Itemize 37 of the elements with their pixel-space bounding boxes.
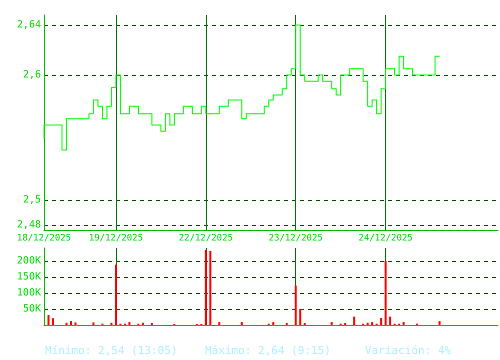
bar (209, 250, 212, 325)
y-tick-label: 200K (16, 255, 41, 266)
bar (371, 322, 374, 325)
bar (240, 322, 243, 325)
y-tick-label: 2,48 (16, 220, 41, 230)
bar (353, 316, 356, 325)
y-tick-label: 2,5 (22, 194, 41, 206)
bar (74, 322, 76, 325)
x-tick-label: 18/12/2025 (16, 234, 72, 244)
bar (384, 260, 387, 325)
text: Máximo: 2,64 (9:15) (205, 344, 331, 357)
bar (330, 322, 333, 325)
y-tick-label: 2,64 (16, 20, 41, 30)
bar (294, 286, 297, 325)
x-tick-label: 24/12/2025 (358, 234, 413, 244)
bar (52, 318, 54, 325)
bar (218, 322, 220, 325)
bar (438, 321, 441, 325)
y-tick-label: 50K (22, 303, 41, 314)
x-tick-label: 19/12/2025 (88, 234, 144, 244)
bar (128, 322, 130, 325)
bar (47, 315, 50, 325)
bar (299, 308, 302, 325)
y-tick-label: 150K (16, 271, 41, 282)
y-tick-label: 2,6 (22, 70, 41, 80)
y-tick-label: 100K (16, 287, 41, 298)
text: Mínimo: 2,54 (13:05) (45, 344, 178, 357)
bar (380, 318, 382, 325)
bar (92, 322, 94, 325)
text: Variación: 4% (365, 344, 452, 357)
bar (272, 322, 274, 325)
x-tick-label: 22/12/2025 (178, 234, 233, 244)
bar (402, 322, 405, 325)
bar (70, 321, 72, 325)
bar (389, 316, 392, 325)
x-tick-label: 23/12/2025 (268, 234, 323, 244)
bar (114, 264, 117, 325)
